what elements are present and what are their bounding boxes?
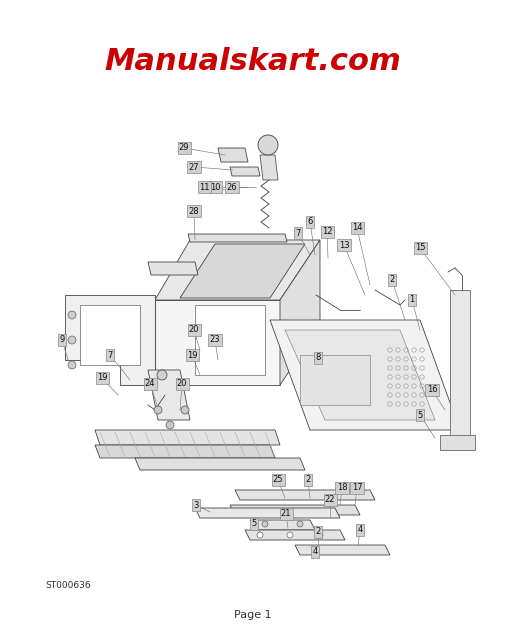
Polygon shape <box>195 508 340 518</box>
Polygon shape <box>295 545 390 555</box>
Polygon shape <box>250 520 315 530</box>
Circle shape <box>166 421 174 429</box>
Circle shape <box>181 406 189 414</box>
Polygon shape <box>188 234 287 242</box>
Circle shape <box>154 406 162 414</box>
Text: 2: 2 <box>305 476 311 485</box>
Polygon shape <box>95 430 280 445</box>
Text: 13: 13 <box>339 240 349 249</box>
Polygon shape <box>260 155 278 180</box>
Text: 23: 23 <box>210 336 221 345</box>
Circle shape <box>68 311 76 319</box>
Text: 17: 17 <box>352 483 363 493</box>
Text: 26: 26 <box>227 182 237 191</box>
Polygon shape <box>80 305 140 365</box>
Circle shape <box>257 532 263 538</box>
Text: 2: 2 <box>389 276 394 285</box>
Text: 22: 22 <box>325 495 335 505</box>
Polygon shape <box>155 240 320 300</box>
Polygon shape <box>300 355 370 405</box>
Text: 25: 25 <box>273 476 283 485</box>
Polygon shape <box>280 240 320 385</box>
Circle shape <box>68 336 76 344</box>
Text: 20: 20 <box>177 379 187 389</box>
Text: 9: 9 <box>59 336 64 345</box>
Polygon shape <box>450 290 470 440</box>
Text: 28: 28 <box>189 206 199 216</box>
Text: 18: 18 <box>337 483 347 493</box>
Text: 3: 3 <box>193 500 199 509</box>
Text: 15: 15 <box>415 244 425 252</box>
Circle shape <box>262 521 268 527</box>
Polygon shape <box>135 458 305 470</box>
Text: 16: 16 <box>427 386 438 394</box>
Text: 20: 20 <box>189 326 199 334</box>
Text: 7: 7 <box>107 350 113 360</box>
Polygon shape <box>285 330 435 420</box>
Text: 6: 6 <box>307 218 313 227</box>
Circle shape <box>258 135 278 155</box>
Circle shape <box>297 521 303 527</box>
Circle shape <box>157 370 167 380</box>
Polygon shape <box>245 530 345 540</box>
Text: 19: 19 <box>187 350 197 360</box>
Polygon shape <box>65 295 155 385</box>
Circle shape <box>317 532 323 538</box>
Text: 7: 7 <box>295 228 301 237</box>
Polygon shape <box>230 505 360 515</box>
Text: ST000636: ST000636 <box>45 582 91 591</box>
Polygon shape <box>270 320 460 430</box>
Text: 5: 5 <box>417 411 423 420</box>
Text: 27: 27 <box>189 163 199 172</box>
Polygon shape <box>230 167 260 176</box>
Polygon shape <box>95 445 275 458</box>
Text: 14: 14 <box>352 223 362 232</box>
Text: 12: 12 <box>322 228 332 237</box>
Text: 29: 29 <box>179 143 189 153</box>
Polygon shape <box>148 262 198 275</box>
Text: 11: 11 <box>199 182 209 191</box>
Text: 5: 5 <box>251 519 257 529</box>
Text: Page 1: Page 1 <box>234 610 272 620</box>
Text: 4: 4 <box>312 548 317 557</box>
Polygon shape <box>148 370 190 420</box>
Circle shape <box>68 361 76 369</box>
Polygon shape <box>180 244 305 298</box>
Text: 21: 21 <box>281 509 291 519</box>
Polygon shape <box>218 148 248 162</box>
Polygon shape <box>235 490 375 500</box>
Polygon shape <box>195 305 265 375</box>
Text: 24: 24 <box>145 379 155 389</box>
Text: Manualskart.com: Manualskart.com <box>104 47 402 76</box>
Polygon shape <box>155 300 280 385</box>
Polygon shape <box>440 435 475 450</box>
Text: 1: 1 <box>409 295 415 305</box>
Text: 10: 10 <box>210 182 220 191</box>
Text: 8: 8 <box>315 353 321 362</box>
Text: 4: 4 <box>357 526 363 534</box>
Circle shape <box>287 532 293 538</box>
Text: 19: 19 <box>97 374 107 382</box>
Text: 2: 2 <box>315 528 320 536</box>
